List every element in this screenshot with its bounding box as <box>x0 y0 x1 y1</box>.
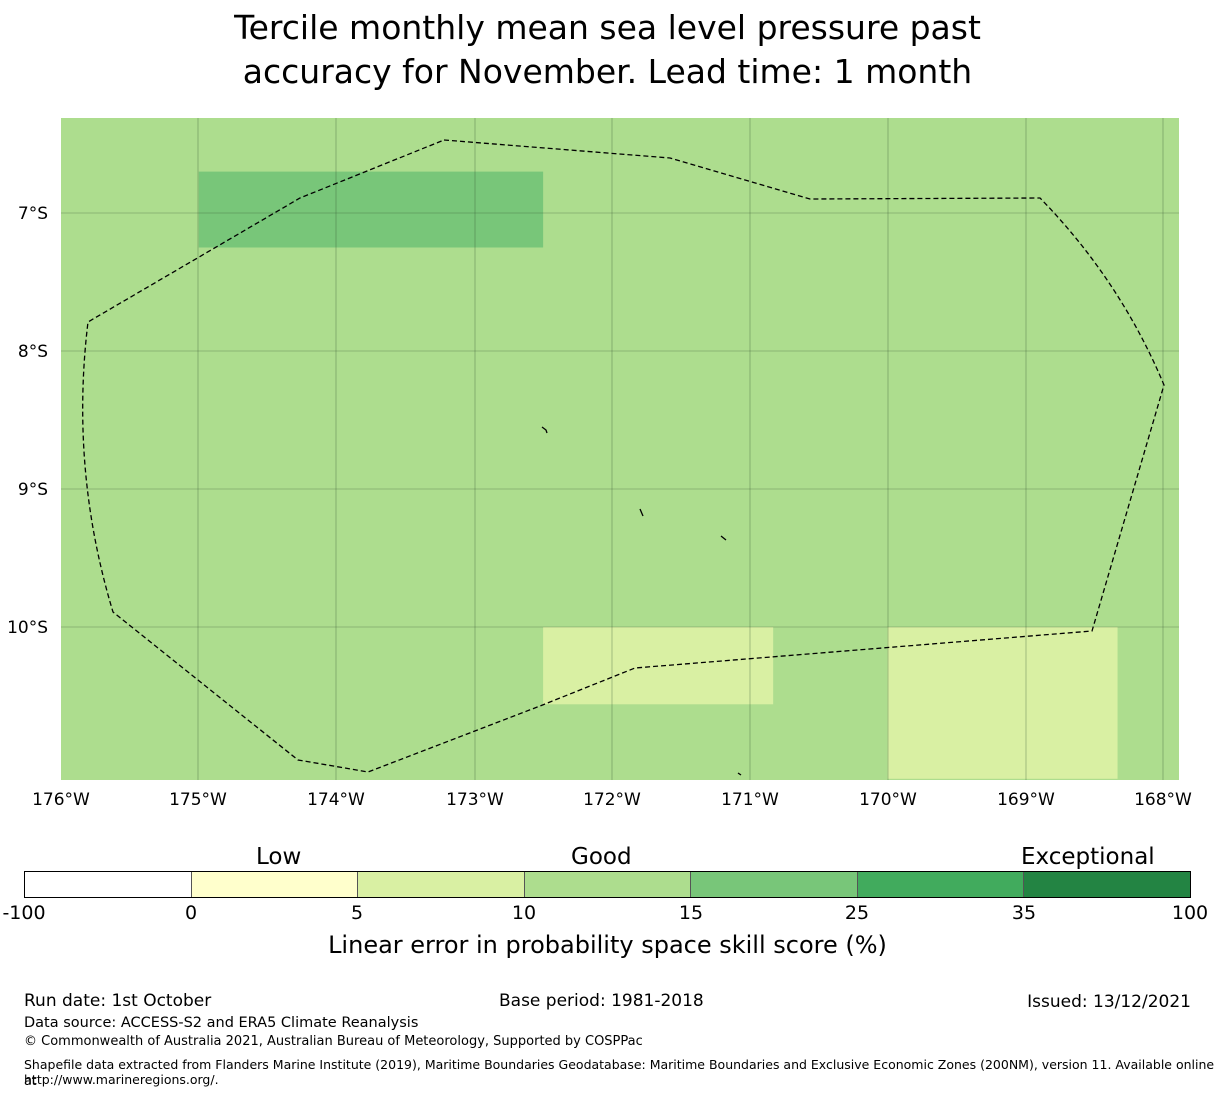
colorbar-segment <box>524 872 692 897</box>
colorbar-segment <box>25 872 192 897</box>
colorbar-tick: 100 <box>1171 902 1209 924</box>
colorbar-title: Linear error in probability space skill … <box>328 931 887 959</box>
islands <box>541 426 742 776</box>
lon-tick-label: 170°W <box>859 790 917 810</box>
lat-tick-label: 9°S <box>18 480 48 500</box>
data-source: Data source: ACCESS-S2 and ERA5 Climate … <box>24 1015 419 1031</box>
category-good: Good <box>571 844 632 870</box>
category-exceptional: Exceptional <box>1021 844 1155 870</box>
skill-region-low-south-west <box>543 627 774 705</box>
base-period: Base period: 1981-2018 <box>499 991 704 1011</box>
island-2 <box>639 508 644 517</box>
gridlines <box>61 118 1179 780</box>
island-3 <box>720 535 727 541</box>
map-title: Tercile monthly mean sea level pressure … <box>0 6 1215 94</box>
colorbar-tick: 25 <box>844 902 870 924</box>
colorbar-segment <box>857 872 1025 897</box>
colorbar-tick: -100 <box>2 902 46 924</box>
lon-tick-label: 176°W <box>32 790 90 810</box>
eez-boundary <box>82 139 1165 773</box>
shapefile-credit-line-1: Shapefile data extracted from Flanders M… <box>24 1057 1215 1088</box>
colorbar <box>24 871 1191 898</box>
colorbar-tick: 0 <box>184 902 198 924</box>
colorbar-segment <box>1024 872 1191 897</box>
copyright: © Commonwealth of Australia 2021, Austra… <box>24 1034 643 1049</box>
island-4 <box>737 772 742 776</box>
colorbar-segment <box>358 872 525 897</box>
colorbar-tick: 35 <box>1011 902 1037 924</box>
lat-tick-label: 7°S <box>18 204 48 224</box>
island-1 <box>541 426 548 434</box>
skill-region-good-high <box>198 171 544 248</box>
shapefile-credit-line-2: http://www.marineregions.org/. <box>24 1072 219 1087</box>
colorbar-tick: 10 <box>511 902 537 924</box>
colorbar-tick: 5 <box>350 902 364 924</box>
lat-tick-label: 10°S <box>7 618 48 638</box>
title-line-1: Tercile monthly mean sea level pressure … <box>234 8 981 47</box>
lon-tick-label: 168°W <box>1134 790 1192 810</box>
issued-date: Issued: 13/12/2021 <box>1027 992 1191 1012</box>
lat-tick-label: 8°S <box>18 342 48 362</box>
run-date: Run date: 1st October <box>24 991 212 1011</box>
colorbar-tick: 15 <box>678 902 704 924</box>
lon-tick-label: 171°W <box>721 790 779 810</box>
lon-tick-label: 173°W <box>446 790 504 810</box>
lon-tick-label: 169°W <box>997 790 1055 810</box>
skill-map: 176°W 175°W 174°W 173°W 172°W 171°W 170°… <box>7 118 1192 810</box>
lon-tick-label: 174°W <box>307 790 365 810</box>
skill-region-low-south-east <box>887 627 1118 779</box>
title-line-2: accuracy for November. Lead time: 1 mont… <box>242 52 973 91</box>
lon-tick-label: 172°W <box>583 790 641 810</box>
lon-tick-label: 175°W <box>169 790 227 810</box>
colorbar-segment <box>191 872 359 897</box>
colorbar-segment <box>691 872 858 897</box>
category-low: Low <box>256 844 302 870</box>
